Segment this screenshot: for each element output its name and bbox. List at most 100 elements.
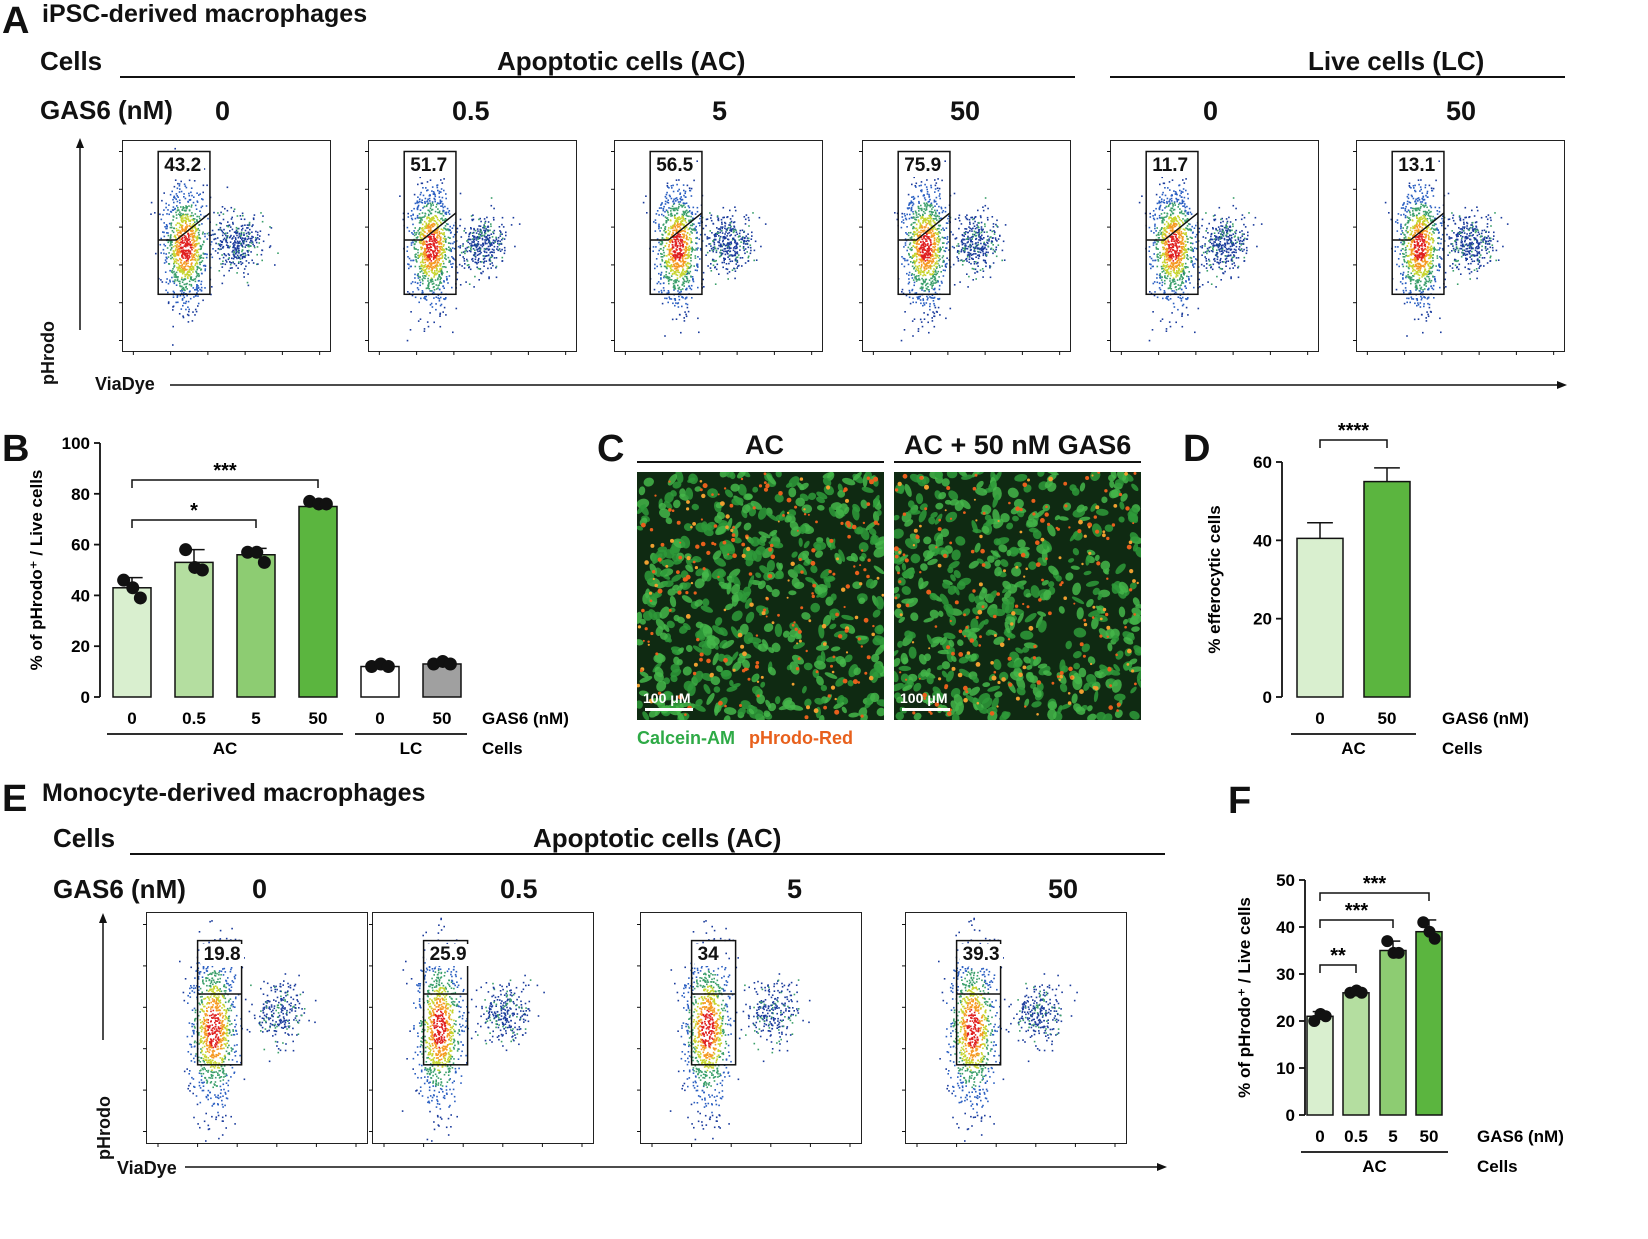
- significance-label: ***: [213, 460, 237, 482]
- group-row-label: Cells: [482, 739, 523, 758]
- panel-a-cells-label: Cells: [40, 46, 103, 76]
- x-tick-label: 0: [1315, 1127, 1324, 1146]
- micrograph-ac: 100 μM: [637, 472, 884, 720]
- panel-e-flow-plot-2: 25.9: [369, 912, 594, 1147]
- y-tick-label: 0: [1263, 688, 1272, 707]
- panel-a-gas6-label: GAS6 (nM): [40, 95, 173, 125]
- significance-label: *: [190, 500, 198, 522]
- panel-e-gas6-0.5: 0.5: [500, 874, 538, 904]
- data-point: [1392, 946, 1405, 959]
- panel-e-x-axis-label: ViaDye: [117, 1158, 177, 1178]
- significance-bracket: [1319, 892, 1430, 901]
- y-axis-label: % of pHrodo⁺ / Live cells: [27, 470, 46, 671]
- panel-a-flow-plot-2-gate-percent: 51.7: [407, 154, 451, 177]
- y-tick-label: 0: [1286, 1106, 1295, 1125]
- y-tick-label: 20: [1253, 610, 1272, 629]
- significance-bracket: [1319, 964, 1357, 973]
- y-axis-label: % of pHrodo⁺ / Live cells: [1235, 897, 1254, 1098]
- panel-a-flow-plot-4: 75.9: [859, 140, 1071, 355]
- panel-e-gas6-5: 5: [787, 874, 803, 904]
- y-tick-label: 80: [71, 485, 90, 504]
- bar: [1296, 537, 1344, 698]
- panel-a-flow-plot-5-gate-percent: 11.7: [1149, 154, 1192, 177]
- panel-e-flow-plot-3-gate-percent: 34: [694, 943, 722, 966]
- panel-a-flow-plot-6-gate-split: [1392, 212, 1445, 241]
- panel-e-gas6-0: 0: [252, 874, 268, 904]
- y-tick-label: 20: [1276, 1012, 1295, 1031]
- y-tick-label: 60: [1253, 453, 1272, 472]
- panel-a-flow-plot-4-gate-percent: 75.9: [901, 154, 945, 177]
- panel-e-gas6-50: 50: [1048, 874, 1079, 904]
- panel-e-flow-plot-4: 39.3: [902, 912, 1127, 1147]
- bar: [236, 554, 276, 698]
- panel-a-flow-plot-3-gate: [649, 150, 703, 296]
- panel-e-flow-plot-3: 34: [637, 912, 862, 1147]
- panel-a-lc-line: [1110, 76, 1565, 78]
- panel-a-gas6-50-ac: 50: [950, 96, 981, 126]
- significance-bracket: [131, 519, 257, 528]
- panel-a-flow-plot-5-gate: [1145, 150, 1199, 296]
- chart-d: 0 20 40 60 % efferocytic cells 0 50 GAS6 (nM) Ce…: [1205, 420, 1529, 758]
- panel-e-ac-header: Apoptotic cells (AC): [533, 823, 782, 853]
- panel-a-gas6-0: 0: [215, 96, 231, 126]
- bar: [112, 587, 152, 698]
- data-point: [1417, 916, 1430, 929]
- panel-c-title-gas6: AC + 50 nM GAS6: [904, 430, 1132, 460]
- group-row-label: Cells: [1477, 1157, 1518, 1176]
- panel-a-flow-plot-2-gate-split: [404, 212, 457, 241]
- panel-a-flow-plot-3-gate-split: [650, 212, 703, 241]
- legend-calcein: Calcein-AM: [637, 728, 736, 748]
- panel-a-ac-line: [120, 76, 1075, 78]
- y-tick-label: 60: [71, 536, 90, 555]
- micrograph-ac-gas6: 100 μM: [894, 472, 1141, 720]
- y-tick-label: 40: [1276, 918, 1295, 937]
- y-tick-label: 50: [1276, 871, 1295, 890]
- x-row-label: GAS6 (nM): [1442, 709, 1529, 728]
- data-point: [195, 563, 209, 577]
- y-tick-label: 10: [1276, 1059, 1295, 1078]
- significance-bracket: [1319, 919, 1394, 928]
- panel-a-flow-plot-6-gate: [1391, 150, 1445, 296]
- panel-a-ac-header: Apoptotic cells (AC): [497, 46, 746, 76]
- group-label: LC: [400, 739, 423, 758]
- panel-a-gas6-0.5: 0.5: [452, 96, 490, 126]
- significance-label: ***: [1345, 900, 1369, 922]
- panel-e-ac-line: [130, 853, 1165, 855]
- group-label: AC: [213, 739, 238, 758]
- panel-e-flow-plot-1: 19.8: [143, 912, 368, 1147]
- significance-bracket: [1319, 439, 1388, 448]
- y-tick-label: 20: [71, 637, 90, 656]
- panel-a-flow-plot-4-gate-split: [898, 212, 951, 241]
- panel-e-gas6-label: GAS6 (nM): [53, 874, 186, 904]
- y-tick-label: 30: [1276, 965, 1295, 984]
- panel-e-cells-label: Cells: [53, 823, 116, 853]
- x-tick-label: 0: [127, 709, 136, 728]
- panel-e-flow-plot-3-gate: [690, 939, 737, 1066]
- data-point: [319, 497, 333, 511]
- panel-a-flow-plot-3: 56.5: [611, 140, 823, 355]
- bar: [1363, 480, 1411, 698]
- bar: [298, 505, 338, 698]
- data-point: [1319, 1010, 1332, 1023]
- group-label: AC: [1362, 1157, 1387, 1176]
- panel-a-flow-plot-6: 13.1: [1353, 140, 1565, 355]
- panel-a-flow-plot-1: 43.2: [119, 140, 331, 355]
- group-label: AC: [1341, 739, 1366, 758]
- panel-a-x-axis-label: ViaDye: [95, 374, 155, 394]
- panel-a-flow-plot-2: 51.7: [365, 140, 577, 355]
- panel-a-title: iPSC-derived macrophages: [42, 0, 368, 28]
- x-tick-label: 5: [251, 709, 260, 728]
- x-tick-label: 0.5: [182, 709, 206, 728]
- panel-a-flow-plot-5-gate-split: [1146, 212, 1199, 241]
- panel-a-gas6-50-lc: 50: [1446, 96, 1477, 126]
- x-tick-label: 50: [1420, 1127, 1439, 1146]
- panel-a-flow-plot-1-gate-percent: 43.2: [161, 154, 205, 177]
- scale-bar-label-gas6: 100 μM: [900, 690, 948, 706]
- panel-c-title-line-ac: [637, 461, 884, 463]
- x-tick-label: 0: [375, 709, 384, 728]
- x-row-label: GAS6 (nM): [1477, 1127, 1564, 1146]
- y-axis-label: % efferocytic cells: [1205, 505, 1224, 653]
- x-tick-label: 50: [1378, 709, 1397, 728]
- panel-a-flow-plot-3-gate-percent: 56.5: [653, 154, 697, 177]
- panel-e-flow-plot-2-gate: [422, 939, 469, 1066]
